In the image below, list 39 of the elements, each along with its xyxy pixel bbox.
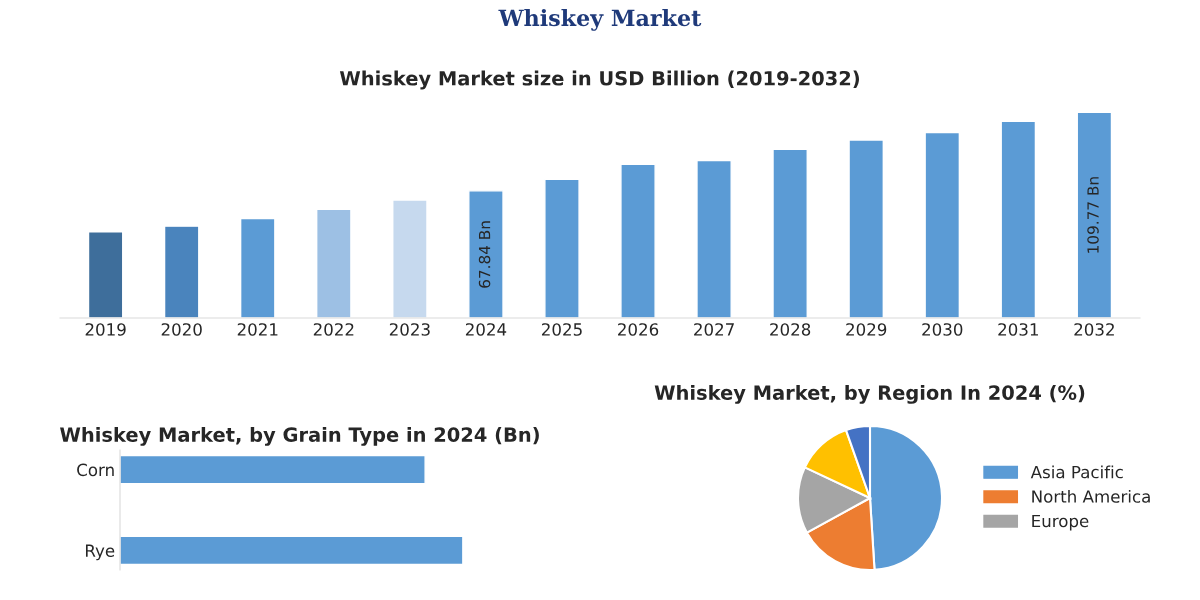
bar [163,225,200,318]
data-label: 109.77 Bn [1087,177,1099,253]
x-tick-label: 2022 [313,323,354,336]
chart-title: Whiskey Market [498,9,702,31]
bar [620,163,656,318]
x-tick-label: 2025 [541,323,582,336]
legend-label: North America [1032,489,1150,503]
bar [848,139,885,318]
x-tick-label: 2019 [85,323,126,336]
y-tick-label: Rye [85,544,115,561]
x-tick-label: 2029 [846,323,887,336]
x-tick-label: 2027 [694,323,734,336]
bar [924,131,961,318]
bar [87,231,124,318]
bar [544,178,580,318]
data-label: 67.84 Bn [478,221,491,288]
bar [1000,120,1037,318]
x-tick-label: 2024 [465,323,507,336]
bar [468,190,504,318]
x-tick-label: 2030 [922,323,963,336]
bar [772,148,808,318]
bar [696,159,732,318]
x-tick-label: 2021 [237,323,278,336]
bar [315,208,352,318]
x-tick-label: 2023 [389,323,430,336]
x-tick-label: 2020 [161,323,202,336]
x-tick-label: 2026 [618,323,659,336]
legend-label: Asia Pacific [1030,465,1123,479]
chart-title: Whiskey Market, by Grain Type in 2024 (Bn) [60,426,539,446]
chart-subtitle: Whiskey Market size in USD Billion (2019-2032) [339,70,859,90]
bar [392,199,428,318]
x-tick-label: 2028 [770,323,811,336]
x-tick-label: 2032 [1074,323,1114,336]
x-tick-label: 2031 [998,323,1038,336]
legend-label: Europe [1032,514,1089,531]
y-tick-label: Corn [77,463,114,477]
bar [1076,111,1113,318]
bar [239,217,276,318]
chart-title: Whiskey Market, by Region In 2024 (%) [654,384,1085,404]
